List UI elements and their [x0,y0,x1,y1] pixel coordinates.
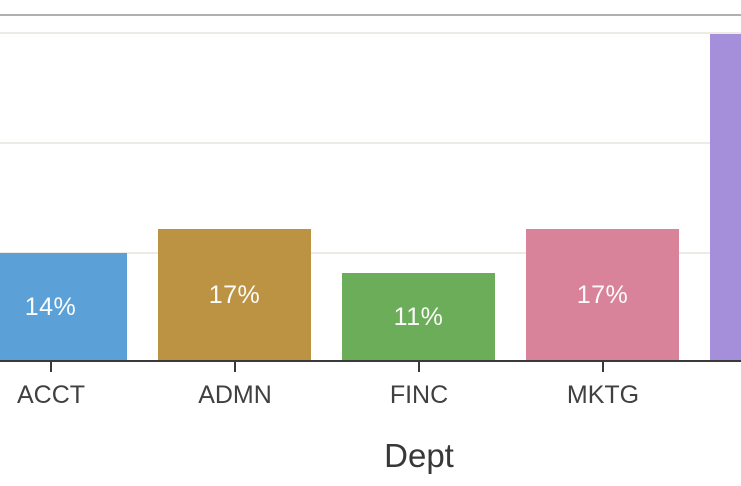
bar-value-label-acct: 14% [24,292,77,321]
bar-value-label-mktg: 17% [576,280,629,309]
x-tick-label-admn: ADMN [198,381,272,409]
bar-admn: 17% [158,229,311,361]
x-tick-label-mktg: MKTG [566,381,640,409]
bar-mktg: 17% [526,229,679,361]
x-tick-label-finc: FINC [389,381,449,409]
bar-finc: 11% [342,273,495,361]
bar-acct: 14% [0,253,127,361]
gridline-10 [0,142,741,144]
x-axis-title: Dept [384,437,454,474]
x-axis-line [0,360,741,362]
x-axis-tick-acct [50,362,52,372]
bar-value-label-finc: 11% [393,302,444,331]
x-axis-tick-mktg [602,362,604,372]
x-axis-tick-admn [234,362,236,372]
top-divider-line [0,14,741,16]
gridline-5 [0,252,741,254]
bar-value-label-admn: 17% [208,280,261,309]
x-tick-label-acct: ACCT [16,381,86,409]
gridline-15 [0,32,741,34]
bar-partial-right [710,34,741,361]
x-axis-tick-finc [418,362,420,372]
